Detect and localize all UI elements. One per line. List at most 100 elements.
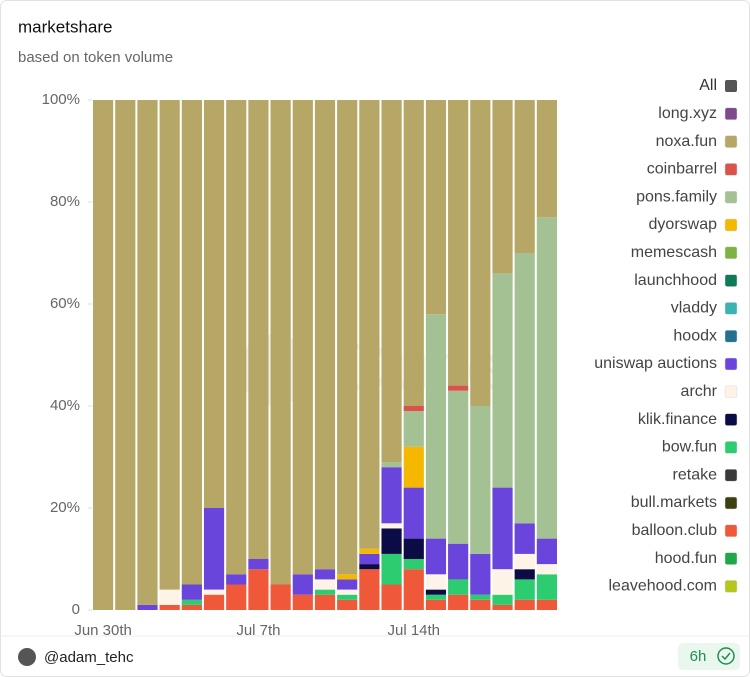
bar-segment (203, 589, 225, 595)
legend-swatch (724, 190, 738, 204)
bar-segment (292, 574, 313, 595)
legend-label[interactable]: memescash (631, 244, 717, 261)
bar-segment (248, 100, 269, 559)
bar-segment (203, 508, 225, 590)
bar-segment (425, 574, 447, 590)
legend-label[interactable]: bow.fun (662, 439, 717, 456)
bar-segment (292, 594, 313, 610)
legend-label[interactable]: vladdy (671, 300, 717, 317)
bar-segment (448, 579, 469, 595)
bar-segment (514, 253, 535, 524)
bar-segment (359, 569, 380, 610)
bar-segment (492, 100, 513, 274)
legend-label[interactable]: noxa.fun (656, 133, 717, 150)
bar-segment (536, 564, 557, 575)
bar-segment (314, 569, 336, 580)
bar-segment (381, 553, 402, 585)
bar-segment (248, 569, 269, 610)
bar-segment (514, 569, 535, 580)
bar-segment (403, 487, 424, 539)
legend-swatch (724, 524, 738, 538)
chart-subtitle: based on token volume (18, 49, 173, 66)
bar-segment (181, 604, 202, 610)
bar-segment (403, 406, 424, 412)
bar-segment (470, 406, 491, 554)
legend-label[interactable]: retake (673, 466, 718, 483)
legend-swatch (724, 413, 738, 426)
legend-label[interactable]: pons.family (636, 188, 717, 205)
y-tick-label: 20% (50, 499, 80, 516)
bar-segment (181, 584, 202, 600)
bar-segment (359, 100, 380, 549)
legend-label[interactable]: leavehood.com (608, 578, 717, 595)
author[interactable]: @adam_tehc (44, 649, 134, 666)
bar-segment (514, 523, 535, 554)
bar-segment (492, 569, 513, 595)
x-tick-label: Jul 14th (387, 622, 440, 639)
legend-label[interactable]: hoodx (673, 327, 717, 344)
bar-segment (203, 594, 225, 610)
bar-segment (403, 538, 424, 559)
legend-label[interactable]: dyorswap (649, 216, 718, 233)
bar-segment (337, 599, 358, 610)
bar-segment (403, 446, 424, 488)
legend-label[interactable]: hood.fun (655, 550, 717, 567)
legend-label[interactable]: bull.markets (631, 494, 717, 511)
check-icon (717, 647, 735, 665)
legend-swatch (724, 468, 738, 482)
legend-label[interactable]: launchhood (634, 272, 717, 289)
legend-toggle[interactable]: All (699, 77, 717, 94)
bar-segment (203, 100, 225, 508)
bar-segment (359, 564, 380, 570)
bar-segment (381, 462, 402, 468)
y-tick-label: 60% (50, 295, 80, 312)
bar-segment (359, 548, 380, 554)
y-tick-label: 80% (50, 193, 80, 210)
legend-swatch (724, 441, 738, 454)
avatar (18, 648, 36, 666)
bar-segment (159, 604, 180, 610)
legend-swatch (724, 246, 738, 260)
bar-segment (337, 579, 358, 590)
legend-swatch (724, 580, 738, 593)
legend-label[interactable]: archr (681, 383, 718, 400)
bar-segment (381, 528, 402, 554)
bar-segment (337, 100, 358, 575)
bar-segment (337, 594, 358, 600)
chart-title: marketshare (18, 17, 112, 36)
legend-label[interactable]: long.xyz (658, 105, 717, 122)
legend-label[interactable]: balloon.club (632, 522, 718, 539)
bar-segment (359, 553, 380, 565)
bar-segment (403, 411, 424, 447)
legend-swatch (724, 163, 738, 176)
legend-swatch (724, 496, 738, 510)
legend-label[interactable]: coinbarrel (647, 161, 717, 178)
bar-segment (292, 100, 313, 575)
age: 6h (690, 648, 707, 665)
bar-segment (270, 100, 291, 585)
legend-label[interactable]: klik.finance (638, 411, 717, 428)
age-badge (678, 643, 740, 670)
bar-segment (314, 594, 336, 610)
bar-segment (93, 100, 114, 610)
bar-segment (137, 604, 158, 610)
legend-swatch (724, 302, 738, 315)
bar-segment (181, 100, 202, 585)
bar-segment (425, 100, 447, 315)
bar-segment (536, 217, 557, 539)
bar-segment (425, 589, 447, 595)
bar-segment (381, 100, 402, 463)
legend-swatch (724, 274, 738, 287)
bar-segment (226, 100, 247, 575)
bar-segment (536, 574, 557, 600)
bar-segment (514, 100, 535, 253)
bar-segment (536, 599, 557, 610)
legend-swatch (724, 135, 738, 148)
legend-swatch (724, 552, 738, 565)
bar-segment (314, 579, 336, 590)
bar-segment (492, 273, 513, 488)
bar-segment (470, 553, 491, 595)
bar-segment (159, 589, 180, 605)
legend-label[interactable]: uniswap auctions (594, 355, 717, 372)
bar-segment (337, 574, 358, 580)
